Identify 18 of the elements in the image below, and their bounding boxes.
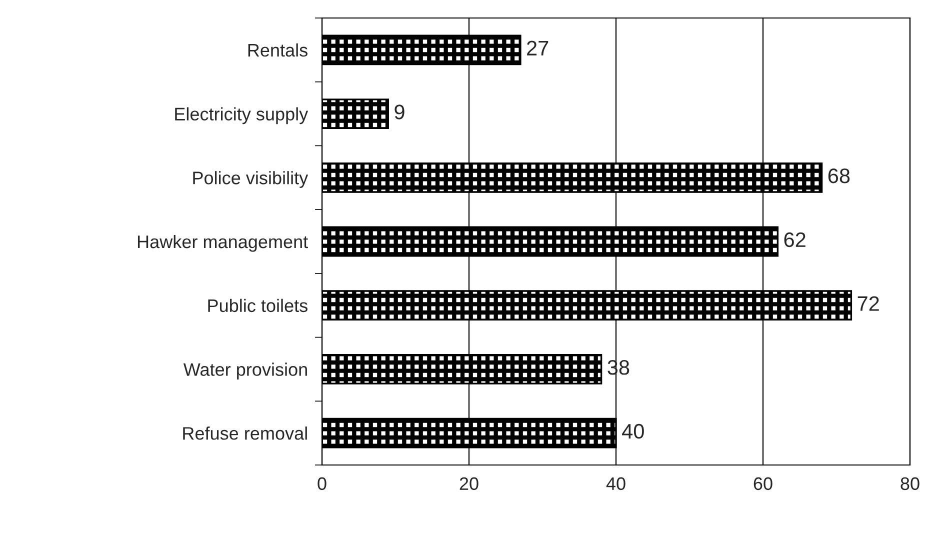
y-tick-label: Public toilets bbox=[208, 298, 308, 312]
data-label: 68 bbox=[828, 168, 850, 184]
y-tick-label: Refuse removal bbox=[183, 426, 307, 440]
data-label: 9 bbox=[394, 104, 404, 120]
y-tick-label: Police visibility bbox=[193, 171, 308, 188]
y-tick-label: Electricity supply bbox=[175, 107, 308, 124]
data-label: 27 bbox=[527, 40, 548, 56]
data-label: 40 bbox=[622, 424, 644, 439]
x-tick-label: 0 bbox=[318, 477, 326, 490]
data-label: 72 bbox=[858, 296, 879, 311]
data-label: 62 bbox=[784, 232, 806, 248]
x-tick-label: 20 bbox=[460, 477, 478, 490]
x-tick-label: 60 bbox=[754, 477, 772, 490]
y-tick-label: Rentals bbox=[248, 43, 308, 57]
y-tick-label: Hawker management bbox=[138, 234, 308, 252]
x-tick-label: 40 bbox=[606, 477, 626, 490]
y-tick-label: Water provision bbox=[183, 362, 307, 380]
x-tick-label: 80 bbox=[900, 477, 920, 490]
